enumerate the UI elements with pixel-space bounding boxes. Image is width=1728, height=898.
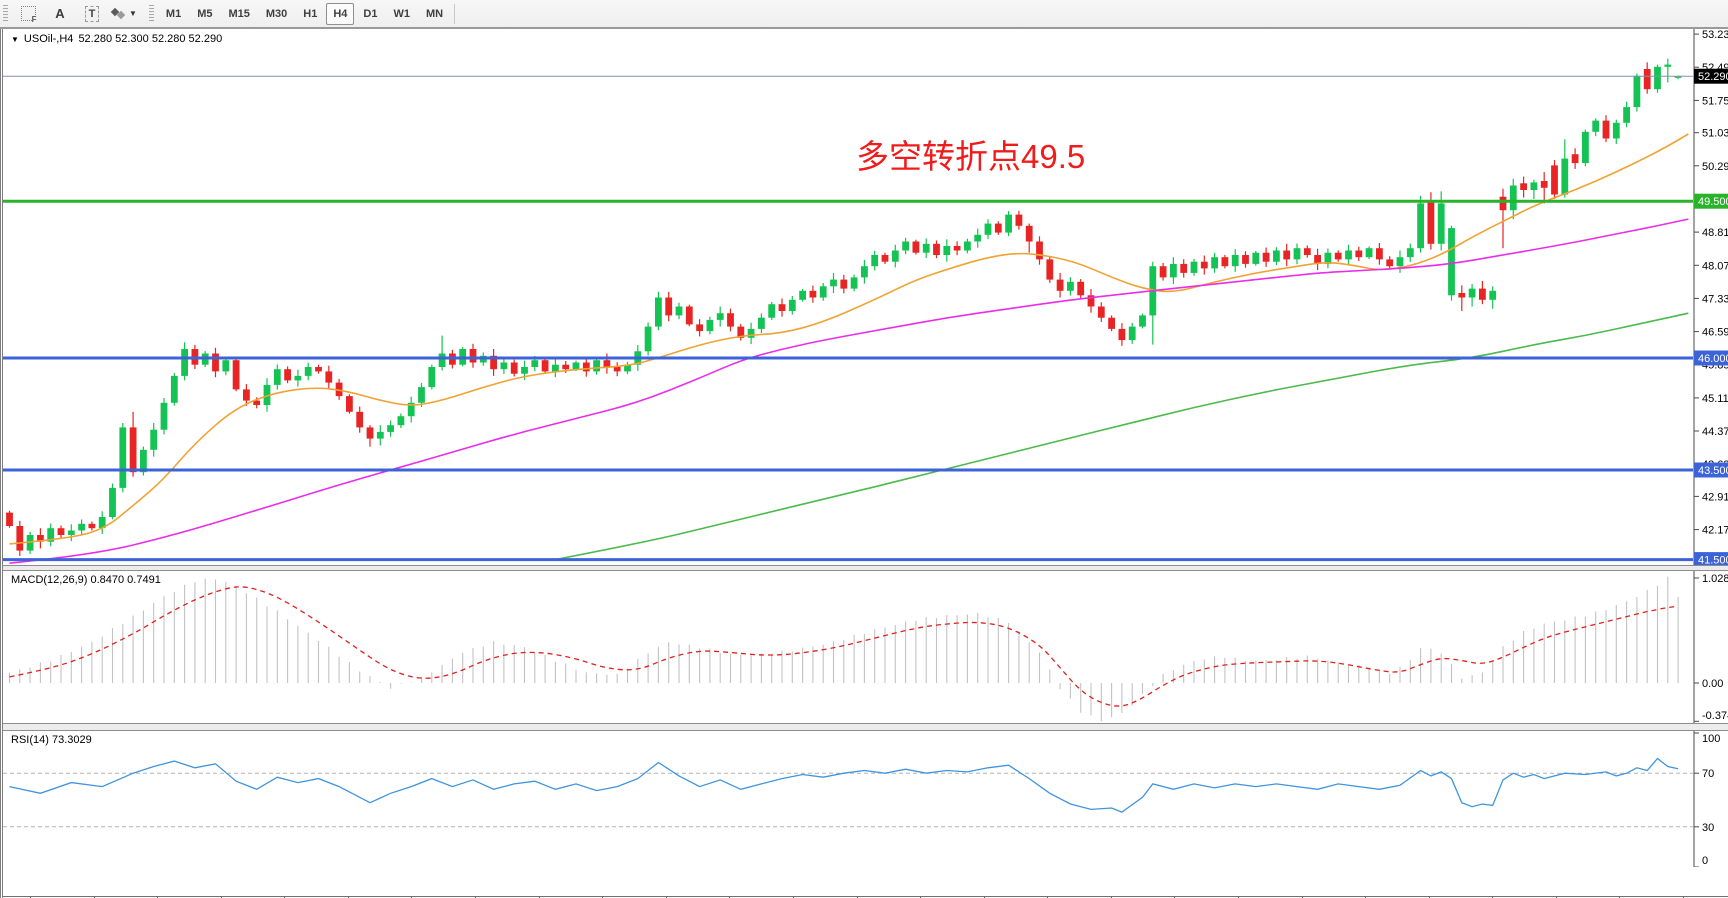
symbol-dropdown-icon[interactable]: ▼ bbox=[11, 34, 19, 44]
price-chart-svg[interactable]: 53.23052.49051.75051.03050.29049.56048.8… bbox=[3, 29, 1728, 565]
svg-text:43.500: 43.500 bbox=[1698, 465, 1728, 477]
timeframe-button-D1[interactable]: D1 bbox=[363, 7, 378, 20]
macd-panel[interactable]: 1.0283 0.00 -0.3748 MACD(12,26,9) 0.8470 0… bbox=[3, 571, 1728, 723]
svg-text:45.110: 45.110 bbox=[1702, 393, 1728, 405]
svg-text:48.810: 48.810 bbox=[1702, 227, 1728, 239]
svg-text:52.490: 52.490 bbox=[1702, 62, 1728, 74]
macd-label: MACD(12,26,9) 0.8470 0.7491 bbox=[11, 574, 161, 586]
toolbar-separator bbox=[454, 3, 456, 24]
main-chart-panel[interactable]: 53.23052.49051.75051.03050.29049.56048.8… bbox=[3, 29, 1728, 565]
svg-text:51.030: 51.030 bbox=[1702, 128, 1728, 140]
chevron-down-icon: ▼ bbox=[129, 9, 137, 18]
timeframe-button-MN[interactable]: MN bbox=[425, 7, 444, 20]
text-box-icon: T bbox=[84, 5, 100, 22]
timeframe-button-M30[interactable]: M30 bbox=[265, 7, 288, 20]
rsi-chart-svg[interactable]: 100 70 30 0 bbox=[3, 731, 1728, 867]
svg-text:49.500: 49.500 bbox=[1698, 196, 1728, 208]
svg-text:42.170: 42.170 bbox=[1702, 525, 1728, 537]
colors-icon bbox=[110, 7, 126, 20]
toolbar-drag-handle[interactable] bbox=[3, 4, 8, 23]
panel-divider[interactable] bbox=[3, 723, 1728, 731]
timeframe-button-W1[interactable]: W1 bbox=[393, 7, 410, 20]
svg-text:52.290: 52.290 bbox=[1698, 71, 1728, 83]
text-label-button[interactable]: A bbox=[44, 2, 76, 26]
svg-text:-0.3748: -0.3748 bbox=[1702, 710, 1728, 722]
timeframe-button-M15[interactable]: M15 bbox=[228, 7, 250, 20]
svg-text:51.750: 51.750 bbox=[1702, 95, 1728, 107]
text-label-icon: A bbox=[55, 6, 65, 21]
svg-text:53.230: 53.230 bbox=[1702, 29, 1728, 41]
svg-text:100: 100 bbox=[1702, 733, 1720, 745]
timeframe-button-M1[interactable]: M1 bbox=[165, 7, 182, 20]
timeframe-button-H4[interactable]: H4 bbox=[326, 2, 355, 25]
svg-text:44.370: 44.370 bbox=[1702, 426, 1728, 438]
svg-text:46.590: 46.590 bbox=[1702, 327, 1728, 339]
svg-text:46.000: 46.000 bbox=[1698, 353, 1728, 365]
timeframe-group-handle[interactable] bbox=[148, 4, 154, 23]
chart-title: ▼ USOil-,H4 52.280 52.300 52.280 52.290 bbox=[11, 33, 222, 45]
ohlc-readout: 52.280 52.300 52.280 52.290 bbox=[78, 33, 223, 45]
macd-chart-svg[interactable]: 1.0283 0.00 -0.3748 bbox=[3, 571, 1728, 723]
svg-text:48.070: 48.070 bbox=[1702, 260, 1728, 272]
colors-button[interactable]: ▼ bbox=[108, 2, 141, 26]
svg-text:41.500: 41.500 bbox=[1698, 555, 1728, 565]
svg-text:50.290: 50.290 bbox=[1702, 161, 1728, 173]
timeframe-button-M5[interactable]: M5 bbox=[197, 7, 213, 20]
chart-annotation-text[interactable]: 多空转折点49.5 bbox=[856, 138, 1086, 175]
indicator-grid-icon: F bbox=[20, 6, 37, 24]
svg-text:0: 0 bbox=[1702, 855, 1708, 867]
toolbar: F A T ▼ M1 M5 M15 M30 H1 H4 D1 W1 MN bbox=[0, 0, 1728, 29]
chart-stack: 53.23052.49051.75051.03050.29049.56048.8… bbox=[0, 29, 1728, 898]
svg-text:47.330: 47.330 bbox=[1702, 293, 1728, 305]
svg-text:30: 30 bbox=[1702, 822, 1714, 834]
timeframe-button-H1[interactable]: H1 bbox=[303, 7, 318, 20]
rsi-panel[interactable]: 100 70 30 0 RSI(14) 73.3029 bbox=[3, 731, 1728, 867]
symbol-label: USOil-,H4 bbox=[23, 33, 74, 45]
rsi-label: RSI(14) 73.3029 bbox=[11, 734, 92, 746]
text-box-button[interactable]: T bbox=[76, 2, 108, 26]
svg-text:42.910: 42.910 bbox=[1702, 491, 1728, 503]
panel-divider[interactable] bbox=[3, 565, 1728, 571]
timeframe-toolbar: M1 M5 M15 M30 H1 H4 D1 W1 MN bbox=[158, 0, 451, 27]
svg-text:70: 70 bbox=[1702, 768, 1714, 780]
svg-text:1.0283: 1.0283 bbox=[1702, 573, 1728, 585]
indicators-grid-button[interactable]: F bbox=[12, 2, 44, 26]
svg-text:0.00: 0.00 bbox=[1702, 678, 1723, 690]
